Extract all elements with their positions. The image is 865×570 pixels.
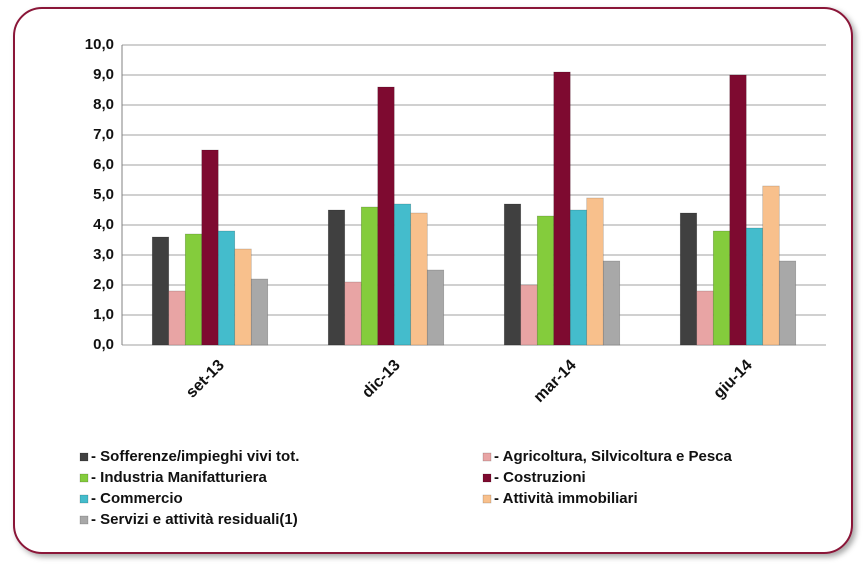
legend-label: - Sofferenze/impieghi vivi tot.	[91, 448, 299, 465]
y-tick-label: 10,0	[85, 36, 114, 53]
bar	[168, 290, 186, 346]
legend-label: - Agricoltura, Silvicoltura e Pesca	[494, 448, 733, 465]
bar	[344, 281, 362, 346]
bar	[250, 278, 269, 346]
bar	[234, 248, 252, 346]
y-tick-label: 1,0	[93, 306, 114, 323]
bar	[393, 203, 412, 346]
legend-label: - Costruzioni	[494, 469, 586, 486]
legend-label: - Attività immobiliari	[494, 490, 638, 507]
bar	[327, 209, 346, 346]
legend-swatch	[79, 515, 89, 525]
bar	[586, 197, 604, 346]
y-tick-label: 4,0	[93, 216, 114, 233]
bar	[602, 260, 621, 346]
bar	[217, 230, 236, 346]
bar	[696, 290, 714, 346]
y-tick-label: 9,0	[93, 66, 114, 83]
bar	[426, 269, 445, 346]
bar	[410, 212, 428, 346]
bar	[553, 71, 571, 346]
bar	[679, 212, 698, 346]
bar	[729, 74, 747, 346]
bar	[151, 236, 170, 346]
y-tick-label: 8,0	[93, 96, 114, 113]
y-tick-label: 5,0	[93, 186, 114, 203]
y-tick-label: 7,0	[93, 126, 114, 143]
bar	[778, 260, 797, 346]
bar	[536, 215, 555, 346]
legend-label: - Industria Manifatturiera	[91, 469, 268, 486]
y-tick-label: 6,0	[93, 156, 114, 173]
bar	[360, 206, 379, 346]
legend-swatch	[482, 452, 492, 462]
legend-swatch	[79, 473, 89, 483]
bar	[520, 284, 538, 346]
y-tick-label: 0,0	[93, 336, 114, 353]
legend-swatch	[482, 494, 492, 504]
bar	[745, 227, 764, 346]
bar	[377, 86, 395, 346]
bar	[712, 230, 731, 346]
legend-label: - Commercio	[91, 490, 183, 507]
y-tick-label: 2,0	[93, 276, 114, 293]
bar	[503, 203, 522, 346]
legend-label: - Servizi e attività residuali(1)	[91, 511, 298, 528]
bar	[201, 149, 219, 346]
legend-swatch	[79, 494, 89, 504]
legend-swatch	[482, 473, 492, 483]
bar	[184, 233, 203, 346]
y-tick-label: 3,0	[93, 246, 114, 263]
bar	[569, 209, 588, 346]
legend-swatch	[79, 452, 89, 462]
bar	[762, 185, 780, 346]
